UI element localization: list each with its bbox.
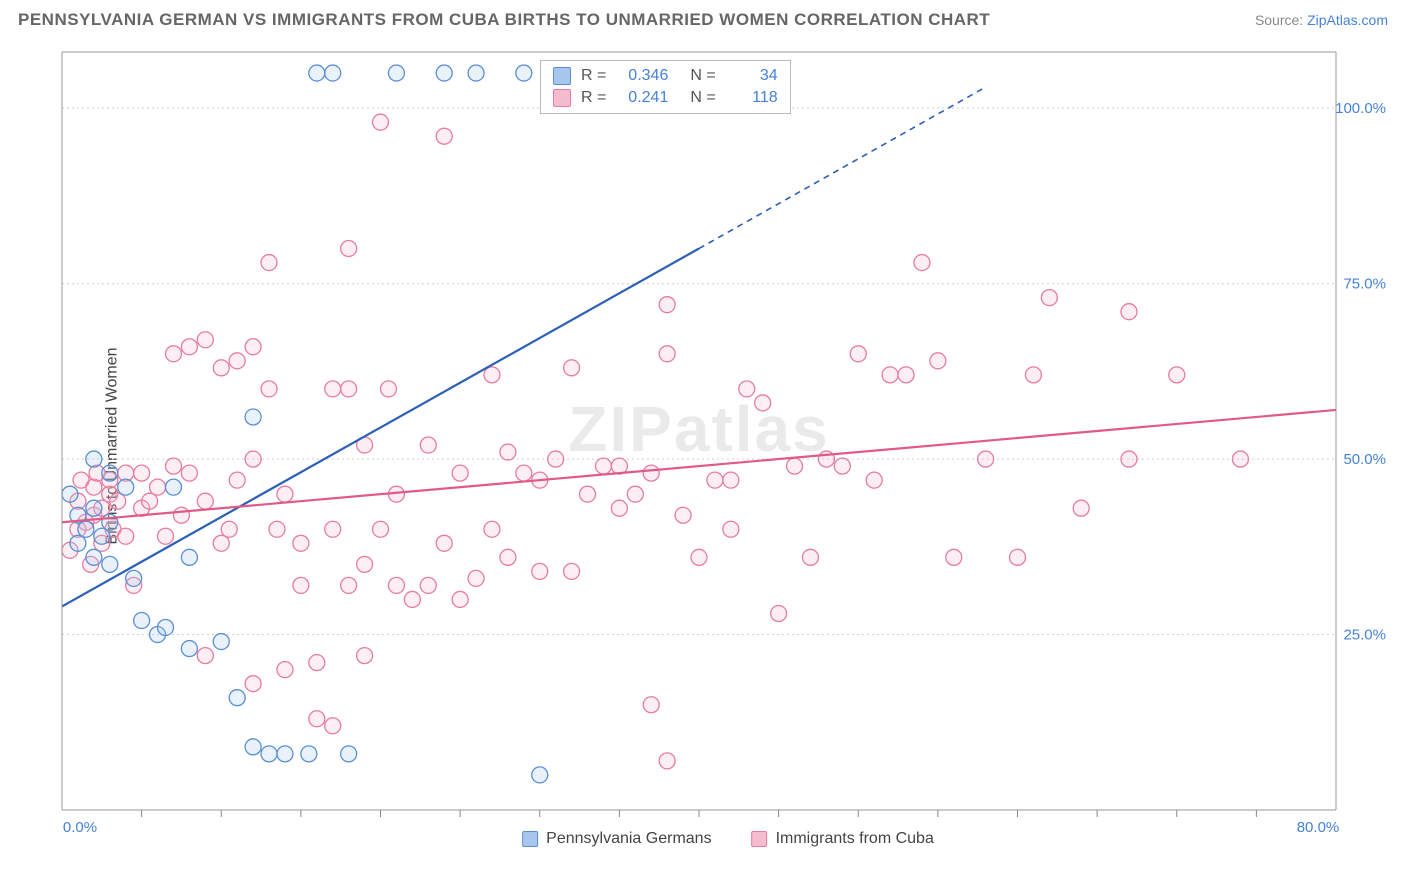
swatch-series-b — [752, 831, 768, 847]
source-label: Source: — [1255, 12, 1303, 28]
chart-title: PENNSYLVANIA GERMAN VS IMMIGRANTS FROM C… — [18, 10, 990, 30]
svg-text:100.0%: 100.0% — [1335, 100, 1386, 117]
n-value-b: 118 — [726, 89, 778, 107]
svg-text:50.0%: 50.0% — [1343, 451, 1386, 468]
legend-label-a: Pennsylvania Germans — [546, 830, 711, 848]
swatch-series-a — [522, 831, 538, 847]
r-label: R = — [581, 67, 606, 85]
stats-row-series-b: R = 0.241 N = 118 — [553, 87, 778, 109]
svg-text:0.0%: 0.0% — [63, 819, 97, 836]
legend-item-a: Pennsylvania Germans — [522, 830, 711, 848]
r-label: R = — [581, 89, 606, 107]
n-label: N = — [690, 67, 715, 85]
svg-text:80.0%: 80.0% — [1297, 819, 1340, 836]
svg-text:25.0%: 25.0% — [1343, 627, 1386, 644]
swatch-series-a — [553, 67, 571, 85]
legend-bottom: Pennsylvania Germans Immigrants from Cub… — [522, 830, 934, 848]
svg-text:ZIPatlas: ZIPatlas — [568, 393, 829, 465]
legend-item-b: Immigrants from Cuba — [752, 830, 934, 848]
r-value-b: 0.241 — [616, 89, 668, 107]
stats-row-series-a: R = 0.346 N = 34 — [553, 65, 778, 87]
swatch-series-b — [553, 89, 571, 107]
r-value-a: 0.346 — [616, 67, 668, 85]
legend-label-b: Immigrants from Cuba — [776, 830, 934, 848]
chart-area: 25.0% 50.0% 75.0% 100.0% ZIPatlas 0.0% 80.0% R… — [60, 42, 1396, 852]
n-label: N = — [690, 89, 715, 107]
chart-header: PENNSYLVANIA GERMAN VS IMMIGRANTS FROM C… — [0, 0, 1406, 36]
scatter-chart-svg: 25.0% 50.0% 75.0% 100.0% ZIPatlas 0.0% 80.0% — [60, 42, 1396, 852]
svg-text:75.0%: 75.0% — [1343, 276, 1386, 293]
source-attribution: Source: ZipAtlas.com — [1255, 12, 1388, 28]
n-value-a: 34 — [726, 67, 778, 85]
source-link[interactable]: ZipAtlas.com — [1307, 12, 1388, 28]
correlation-stats-box: R = 0.346 N = 34 R = 0.241 N = 118 — [540, 60, 791, 114]
